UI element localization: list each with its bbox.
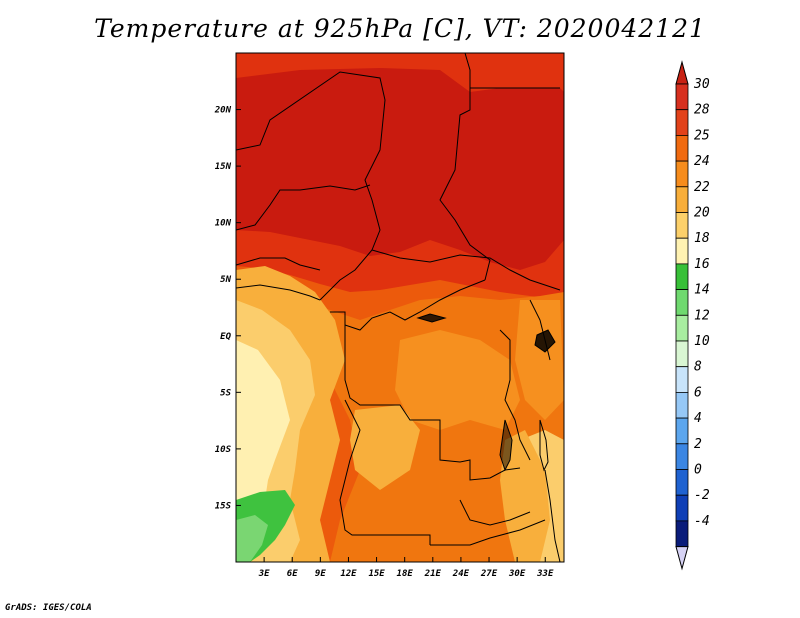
colorbar-swatch <box>675 289 689 316</box>
lon-tick-label: 18E <box>397 569 414 579</box>
colorbar-swatch <box>675 391 689 419</box>
footer-credit: GrADS: IGES/COLA <box>5 603 92 613</box>
lat-tick-label: 15N <box>215 162 232 172</box>
colorbar-top-triangle <box>675 60 689 85</box>
border-line <box>339 399 431 545</box>
colorbar-swatch <box>675 520 689 548</box>
lon-tick-label: 9E <box>315 569 326 579</box>
colorbar-label: 16 <box>694 257 710 272</box>
border-line <box>439 53 491 281</box>
field-band-24 <box>395 330 520 430</box>
country-borders <box>236 53 561 562</box>
colorbar-label: 2 <box>694 437 702 452</box>
border-line <box>330 279 486 331</box>
temperature-field <box>236 53 564 562</box>
colorbar-label: 6 <box>694 385 702 400</box>
lake-outline <box>539 419 549 472</box>
border-line <box>499 329 531 461</box>
border-line <box>236 184 371 231</box>
colorbar-swatch <box>675 314 689 342</box>
lon-tick-label: 15E <box>368 569 385 579</box>
lat-tick-label: 5S <box>220 388 231 398</box>
lat-tick-label: 10S <box>215 445 232 455</box>
colorbar-label: 14 <box>694 283 710 298</box>
border-line <box>344 325 521 481</box>
field-band-22 <box>500 430 550 562</box>
colorbar-label: 28 <box>694 103 710 118</box>
plot-frame <box>235 52 565 563</box>
colorbar-label: 25 <box>694 128 710 143</box>
lon-tick-label: 12E <box>340 569 357 579</box>
border-line <box>544 469 561 562</box>
border-line <box>430 519 546 546</box>
colorbar-label: 8 <box>694 360 702 375</box>
colorbar-swatch <box>675 494 689 522</box>
colorbar-swatch <box>675 366 689 393</box>
colorbar-swatch <box>675 109 689 136</box>
colorbar-label: 12 <box>694 308 710 323</box>
colorbar-swatch <box>675 237 689 265</box>
colorbar-swatch <box>675 263 689 290</box>
field-band-22 <box>350 405 420 490</box>
border-line <box>236 71 386 251</box>
lat-tick-label: 20N <box>214 106 232 116</box>
lat-tick-label: EQ <box>220 332 231 342</box>
lon-tick-label: 21E <box>424 569 442 579</box>
field-band-18 <box>236 340 290 520</box>
border-line <box>459 499 531 526</box>
chart-title: Temperature at 925hPa [C], VT: 202004212… <box>94 14 706 43</box>
border-line <box>236 284 321 301</box>
lon-tick-label: 27E <box>480 569 498 579</box>
colorbar-label: 20 <box>694 206 710 221</box>
latitude-axis: 20N 15N 10N 5N EQ 5S 10S 15S <box>214 106 241 511</box>
colorbar-label: 22 <box>694 180 710 195</box>
longitude-axis: 3E 6E 9E 12E 15E 18E 21E 24E 27E 30E 33E <box>258 557 554 579</box>
lake-outline <box>534 329 556 353</box>
colorbar-label: 10 <box>694 334 710 349</box>
colorbar-swatch <box>675 340 689 368</box>
colorbar-swatch <box>675 469 689 496</box>
lon-tick-label: 24E <box>452 569 470 579</box>
field-band-24 <box>515 300 564 420</box>
colorbar-label: 24 <box>694 154 710 169</box>
colorbar-label: 30 <box>693 77 710 92</box>
colorbar-swatch <box>675 443 689 470</box>
colorbar-swatch <box>675 417 689 445</box>
colorbar-label: -4 <box>694 514 710 529</box>
lat-tick-label: 10N <box>215 219 232 229</box>
colorbar-label: 18 <box>694 231 710 246</box>
lake-outline <box>416 313 447 323</box>
field-band-14 <box>236 515 268 562</box>
colorbar-label: 4 <box>694 411 702 426</box>
lon-tick-label: 30E <box>508 569 526 579</box>
colorbar-swatch <box>675 186 689 213</box>
field-band-30 <box>236 68 564 270</box>
lon-tick-label: 6E <box>287 569 298 579</box>
lat-tick-label: 15S <box>215 501 232 511</box>
colorbar-swatch <box>675 212 689 239</box>
colorbar-swatch <box>675 83 689 111</box>
colorbar-bottom-triangle <box>675 546 689 571</box>
colorbar-label: -2 <box>694 488 710 503</box>
lake-outline <box>499 419 513 472</box>
lon-tick-label: 3E <box>258 569 270 579</box>
lon-tick-label: 33E <box>536 569 554 579</box>
border-line <box>236 257 321 271</box>
border-line <box>319 249 561 301</box>
colorbar-swatch <box>675 160 689 188</box>
colorbar-label: 0 <box>694 463 702 478</box>
lat-tick-label: 5N <box>220 275 231 285</box>
colorbar-swatch <box>675 134 689 162</box>
